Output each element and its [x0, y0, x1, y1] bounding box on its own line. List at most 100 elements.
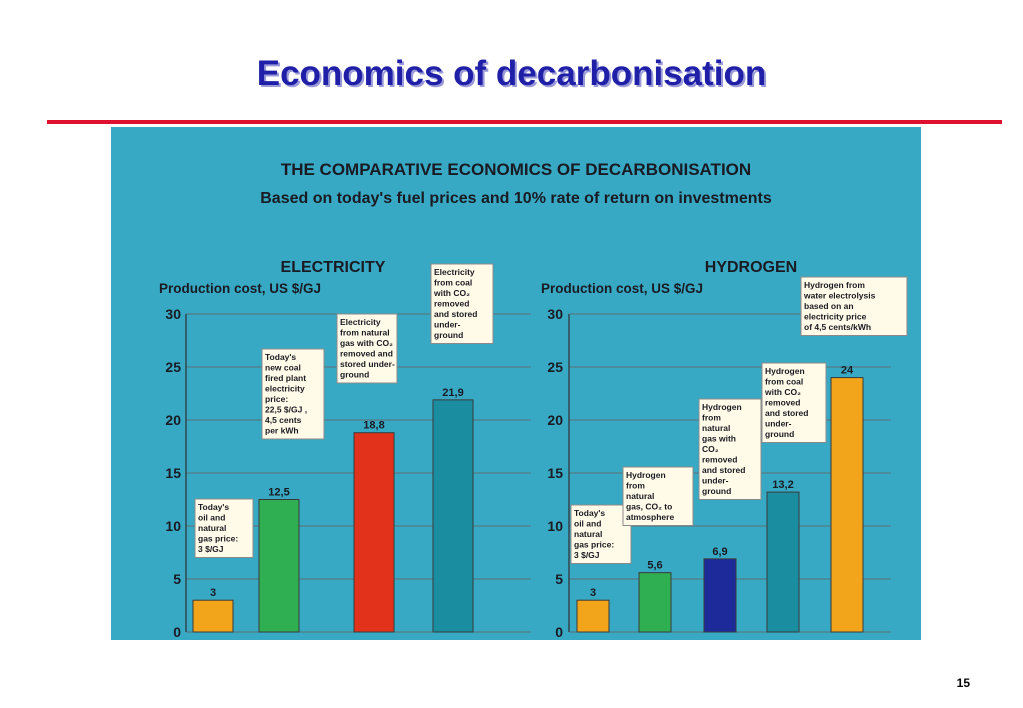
hydrogen-annotation-text: Hydrogen: [765, 366, 805, 376]
hydrogen-annotation-text: from coal: [765, 377, 803, 387]
hydrogen-value-label: 3: [590, 587, 596, 599]
hydrogen-annotation-text: removed: [765, 398, 800, 408]
hydrogen-bar: [638, 572, 672, 633]
hydrogen-value-label: 13,2: [772, 479, 793, 491]
electricity-panel-title: ELECTRICITY: [281, 259, 386, 276]
electricity-annotation-text: oil and: [198, 513, 225, 523]
electricity-value-label: 18,8: [363, 420, 384, 432]
electricity-annotation-text: Electricity: [434, 267, 475, 277]
electricity-annotation-text: natural: [198, 523, 226, 533]
hydrogen-value-label: 6,9: [712, 546, 727, 558]
page-number: 15: [956, 676, 970, 690]
electricity-y-tick-label: 5: [173, 571, 181, 587]
electricity-annotation-box: [430, 263, 494, 344]
hydrogen-annotation-text: atmosphere: [626, 512, 674, 522]
hydrogen-annotation-text: natural: [626, 491, 654, 501]
hydrogen-annotation-box: [622, 466, 694, 526]
hydrogen-value-label: 24: [841, 365, 854, 377]
hydrogen-annotation-text: ground: [765, 429, 794, 439]
electricity-value-label: 3: [210, 587, 216, 599]
electricity-bar: [432, 399, 474, 633]
hydrogen-annotation-text: water electrolysis: [803, 291, 876, 301]
hydrogen-annotation-box: [698, 398, 762, 500]
electricity-y-tick-label: 20: [165, 412, 181, 428]
hydrogen-annotation-text: under-: [702, 476, 729, 486]
hydrogen-bar: [576, 599, 610, 633]
electricity-y-tick-label: 10: [165, 518, 181, 534]
hydrogen-annotation-text: removed: [702, 455, 737, 465]
electricity-annotation-text: removed and: [340, 349, 393, 359]
hydrogen-bar: [830, 377, 864, 633]
electricity-y-tick-label: 15: [165, 465, 181, 481]
hydrogen-annotation-text: gas with: [702, 434, 736, 444]
hydrogen-annotation-text: 3 $/GJ: [574, 550, 600, 560]
hydrogen-y-tick-label: 5: [555, 571, 563, 587]
electricity-annotation-text: ground: [340, 370, 369, 380]
electricity-annotation-text: removed: [434, 299, 469, 309]
electricity-annotation-text: gas price:: [198, 534, 238, 544]
hydrogen-panel-title: HYDROGEN: [705, 259, 797, 276]
hydrogen-y-tick-label: 10: [547, 518, 563, 534]
hydrogen-y-axis-label: Production cost, US $/GJ: [541, 281, 703, 296]
electricity-y-axis-label: Production cost, US $/GJ: [159, 281, 321, 296]
electricity-y-tick-label: 25: [165, 359, 181, 375]
hydrogen-annotation-text: natural: [702, 423, 730, 433]
hydrogen-annotation-box: [800, 276, 908, 336]
electricity-y-tick-label: 30: [165, 306, 181, 322]
electricity-annotation-text: Today's: [265, 352, 296, 362]
hydrogen-bar: [766, 491, 800, 633]
hydrogen-y-tick-label: 0: [555, 624, 563, 640]
hydrogen-annotation-text: ground: [702, 486, 731, 496]
chart-subtitle: Based on today's fuel prices and 10% rat…: [260, 190, 772, 207]
hydrogen-annotation-text: and stored: [765, 408, 808, 418]
hydrogen-annotation-text: oil and: [574, 519, 601, 529]
electricity-annotation-text: per kWh: [265, 426, 299, 436]
electricity-bar: [192, 599, 234, 633]
chart-canvas: THE COMPARATIVE ECONOMICS OF DECARBONISA…: [159, 160, 908, 640]
hydrogen-annotation-text: based on an: [804, 301, 854, 311]
hydrogen-bar: [703, 558, 737, 633]
electricity-annotation-text: gas with CO₂: [340, 338, 393, 348]
electricity-annotation-text: Today's: [198, 502, 229, 512]
electricity-annotation-box: [194, 498, 254, 558]
chart-title: THE COMPARATIVE ECONOMICS OF DECARBONISA…: [281, 160, 751, 179]
hydrogen-annotation-text: Hydrogen: [702, 402, 742, 412]
electricity-annotation-box: [336, 313, 398, 384]
hydrogen-annotation-text: gas, CO₂ to: [626, 502, 672, 512]
hydrogen-y-tick-label: 30: [547, 306, 563, 322]
electricity-annotation-text: from coal: [434, 278, 472, 288]
electricity-bar: [353, 432, 395, 633]
hydrogen-annotation-box: [761, 362, 827, 443]
hydrogen-annotation-text: gas price:: [574, 540, 614, 550]
hydrogen-annotation-text: from: [702, 413, 721, 423]
title-divider: [47, 120, 1002, 124]
electricity-annotation-text: 22,5 $/GJ ,: [265, 405, 307, 415]
hydrogen-y-tick-label: 15: [547, 465, 563, 481]
electricity-annotation-text: Electricity: [340, 317, 381, 327]
hydrogen-annotation-text: of 4,5 cents/kWh: [804, 322, 871, 332]
electricity-value-label: 12,5: [268, 487, 289, 499]
electricity-annotation-text: from natural: [340, 328, 390, 338]
electricity-annotation-text: and stored: [434, 309, 477, 319]
hydrogen-annotation-text: electricity price: [804, 312, 867, 322]
hydrogen-annotation-box: [570, 504, 632, 564]
electricity-annotation-text: price:: [265, 394, 288, 404]
electricity-annotation-text: electricity: [265, 384, 305, 394]
electricity-annotation-text: 4,5 cents: [265, 415, 302, 425]
electricity-annotation-box: [261, 348, 325, 440]
electricity-y-tick-label: 0: [173, 624, 181, 640]
hydrogen-y-tick-label: 20: [547, 412, 563, 428]
electricity-annotation-text: fired plant: [265, 373, 306, 383]
hydrogen-annotation-text: CO₂: [702, 444, 719, 454]
hydrogen-annotation-text: under-: [765, 419, 792, 429]
slide-title: Economics of decarbonisation: [256, 54, 767, 93]
electricity-annotation-text: under-: [434, 320, 461, 330]
hydrogen-annotation-text: Hydrogen: [626, 470, 666, 480]
chart-image: THE COMPARATIVE ECONOMICS OF DECARBONISA…: [111, 127, 921, 640]
hydrogen-annotation-text: and stored: [702, 465, 745, 475]
electricity-value-label: 21,9: [442, 387, 463, 399]
electricity-annotation-text: new coal: [265, 363, 301, 373]
hydrogen-y-tick-label: 25: [547, 359, 563, 375]
